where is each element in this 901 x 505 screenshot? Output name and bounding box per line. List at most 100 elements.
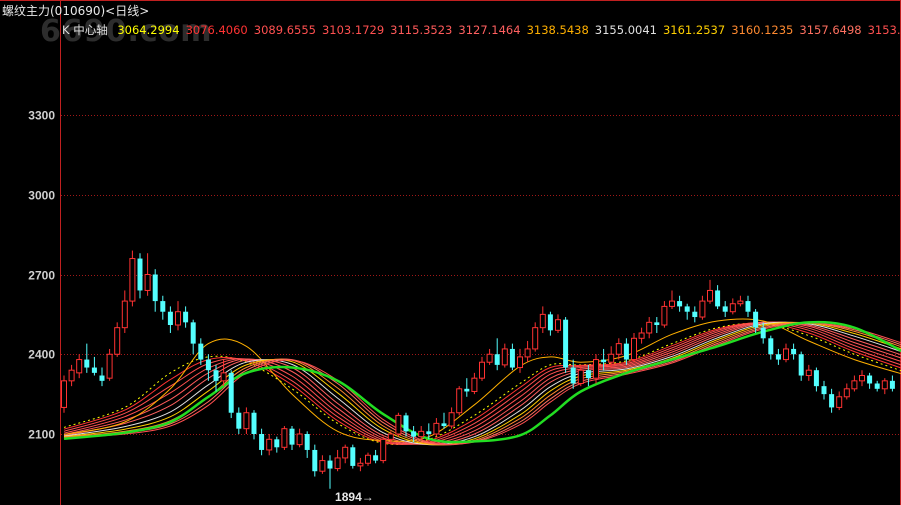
candle (859, 370, 865, 387)
band-line (63, 321, 901, 445)
candle (851, 375, 858, 392)
candle (699, 295, 706, 320)
candle (798, 351, 804, 381)
band-line (63, 321, 901, 445)
candle (84, 343, 90, 373)
candle (68, 364, 75, 387)
candle (236, 407, 242, 434)
candle (729, 298, 736, 315)
candle (213, 364, 219, 392)
candle (334, 449, 341, 472)
candle (471, 372, 478, 395)
candle (874, 380, 880, 392)
candle (114, 322, 121, 357)
candle (152, 269, 158, 312)
band-line (63, 322, 901, 446)
candle (745, 295, 751, 318)
candle (380, 436, 387, 464)
candle (524, 340, 531, 363)
legend-value: 3089.6555 (253, 23, 316, 37)
candle (737, 295, 744, 307)
candle (289, 426, 295, 450)
candle (464, 378, 470, 397)
candle (319, 455, 326, 474)
candle (395, 412, 402, 437)
candle (836, 391, 843, 411)
candle (829, 388, 835, 413)
candle (889, 375, 895, 392)
y-tick-labels: 2100 2400 2700 3000 3300 (28, 109, 55, 442)
band-lines (63, 318, 901, 446)
candle (61, 375, 67, 413)
candle (707, 279, 713, 304)
candle (350, 444, 356, 469)
band-line (63, 318, 901, 442)
candle (669, 290, 675, 310)
candle (205, 354, 211, 381)
candle (768, 335, 774, 360)
candle (403, 412, 409, 437)
candle (296, 428, 303, 448)
legend-value: 3103.1729 (321, 23, 385, 37)
candle (661, 301, 668, 328)
candle (654, 317, 660, 333)
candle (106, 348, 113, 381)
chart-title: 螺纹主力(010690)<日线> (2, 4, 150, 18)
candle (692, 306, 698, 323)
low-annotation-group: 1894→ (335, 490, 374, 504)
candle (387, 431, 394, 445)
band-line (63, 322, 901, 445)
candle (715, 285, 721, 310)
candle (456, 386, 463, 416)
candle (539, 306, 546, 333)
candle (623, 338, 629, 365)
candle (615, 338, 622, 360)
y-tick-label: 2700 (28, 269, 55, 283)
candle (677, 295, 683, 312)
candle (342, 444, 349, 464)
candle (175, 301, 181, 331)
candle (144, 253, 151, 296)
legend-value: 3115.3523 (390, 23, 453, 37)
candle (684, 303, 690, 320)
y-tick-label: 2400 (28, 348, 55, 362)
candle (783, 343, 789, 363)
candle (76, 354, 83, 379)
candle (190, 319, 196, 355)
candle (570, 359, 576, 389)
candle (312, 444, 318, 477)
legend-value: 3127.1464 (458, 23, 521, 37)
candle (259, 428, 265, 456)
candle (433, 418, 440, 437)
band-line (63, 321, 901, 446)
candles (61, 250, 895, 489)
candle (266, 434, 273, 456)
candle (813, 367, 819, 392)
candle (121, 290, 128, 333)
candle (418, 426, 425, 440)
candle (129, 250, 136, 307)
band-line (63, 321, 901, 445)
candle (486, 348, 493, 365)
candle (631, 332, 637, 363)
candle (563, 317, 569, 373)
candle (722, 301, 728, 318)
candle (805, 364, 812, 381)
candle (501, 343, 508, 368)
low-annotation: 1894→ (335, 490, 374, 504)
legend-value: 3161.2537 (662, 23, 726, 37)
candle (494, 338, 500, 371)
candle (593, 354, 599, 384)
candle (441, 412, 447, 429)
candle (760, 322, 766, 344)
candle (753, 309, 759, 333)
legend-value: 3138.5438 (526, 23, 589, 37)
grid-lines (61, 115, 900, 435)
candle (547, 311, 553, 336)
candle (220, 359, 227, 387)
legend-value: 3153.1991 (867, 23, 901, 37)
candle (304, 431, 310, 458)
candle (183, 306, 189, 328)
legend-value: 3155.0041 (594, 23, 657, 37)
